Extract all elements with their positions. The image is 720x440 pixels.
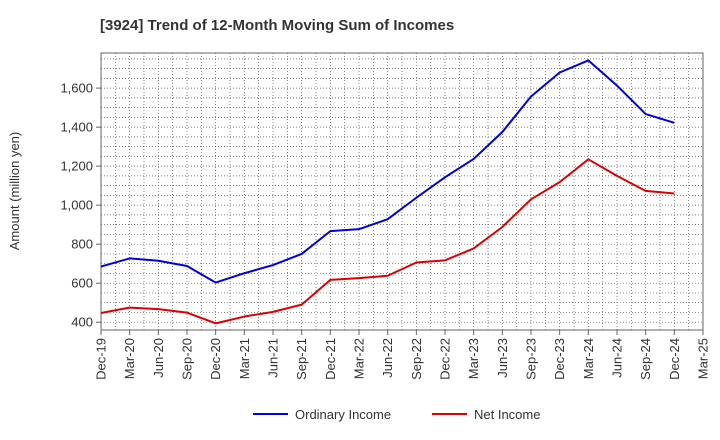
x-tick-label: Mar-21 [237,338,252,379]
y-tick-label: 400 [71,315,93,330]
x-tick-label: Dec-23 [552,338,567,380]
legend: Ordinary Income Net Income [253,407,540,422]
chart-title: [3924] Trend of 12-Month Moving Sum of I… [100,17,454,34]
legend-label: Net Income [474,407,540,422]
x-tick-label: Dec-21 [323,338,338,380]
x-tick-label: Sep-24 [638,338,653,380]
x-tick-label: Jun-23 [495,338,510,378]
x-tick-label: Mar-20 [122,338,137,379]
x-tick-label: Sep-22 [409,338,424,380]
y-tick-label: 1,600 [60,81,93,96]
x-tick-label: Jun-21 [266,338,281,378]
x-tick-label: Jun-20 [151,338,166,378]
y-tick-label: 1,200 [60,159,93,174]
series-line-ordinary-income [100,59,675,284]
y-tick-label: 600 [71,276,93,291]
x-tick-label: Jun-24 [610,338,625,378]
x-tick-label: Jun-22 [380,338,395,378]
x-tick-label: Dec-24 [667,338,682,380]
x-tick-label: Sep-21 [294,338,309,380]
x-tick-label: Mar-23 [466,338,481,379]
x-tick-label: Dec-22 [438,338,453,380]
x-axis: Dec-19 Mar-20 Jun-20 Sep-20 Dec-20 Mar-21 Jun-… [94,330,711,380]
legend-label: Ordinary Income [295,407,391,422]
y-tick-label: 1,400 [60,120,93,135]
x-tick-label: Sep-23 [524,338,539,380]
series-lines [100,59,675,325]
grid [100,53,704,330]
y-tick-label: 800 [71,237,93,252]
y-tick-label: 1,000 [60,198,93,213]
x-tick-label: Mar-22 [352,338,367,379]
x-tick-label: Mar-24 [581,338,596,379]
y-axis-label: Amount (million yen) [7,132,22,251]
y-axis: 400 600 800 1,000 1,200 1,400 1,600 [60,81,101,330]
x-tick-label: Sep-20 [180,338,195,380]
plot-frame [100,52,704,331]
x-tick-label: Dec-20 [208,338,223,380]
series-line-net-income [100,158,675,325]
x-tick-label: Mar-25 [696,338,711,379]
x-tick-label: Dec-19 [94,338,109,380]
